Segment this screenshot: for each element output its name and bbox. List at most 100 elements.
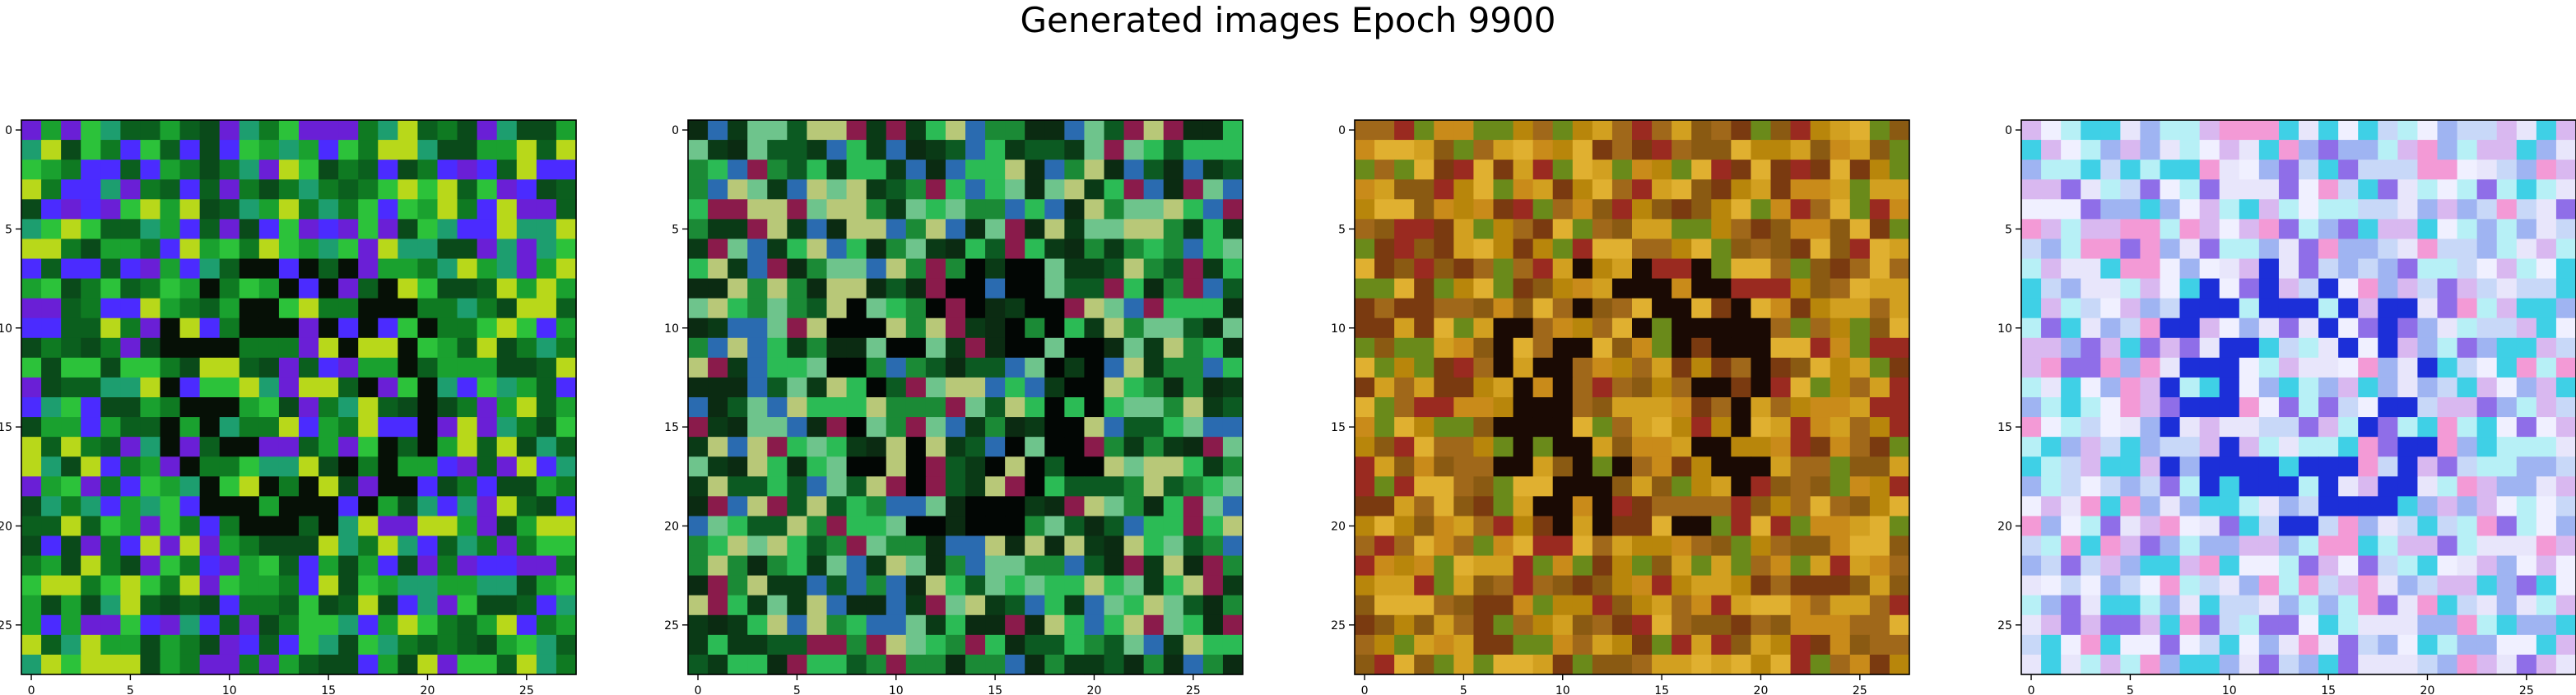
pixel-cell — [1005, 357, 1025, 378]
pixel-cell — [1493, 456, 1514, 477]
pixel-cell — [1143, 298, 1165, 319]
pixel-cell — [1731, 219, 1752, 240]
pixel-cell — [1810, 258, 1831, 280]
pixel-cell — [556, 377, 577, 398]
pixel-cell — [2258, 614, 2280, 636]
pixel-cell — [1222, 219, 1244, 240]
pixel-cell — [2417, 437, 2439, 457]
pixel-cell — [1163, 595, 1184, 616]
pixel-cell — [2496, 317, 2518, 339]
pixel-cell — [1123, 654, 1145, 675]
pixel-cell — [1849, 555, 1871, 577]
pixel-cell — [516, 535, 537, 557]
pixel-cell — [985, 337, 1006, 359]
pixel-cell — [556, 140, 577, 160]
pixel-cell — [1355, 160, 1375, 180]
pixel-cell — [1711, 278, 1732, 299]
pixel-cell — [239, 199, 260, 220]
pixel-cell — [2199, 278, 2220, 299]
pixel-cell — [1123, 219, 1145, 240]
pixel-cell — [2437, 437, 2458, 457]
pixel-cell — [81, 614, 101, 636]
pixel-cell — [1790, 614, 1811, 636]
pixel-cell — [21, 614, 42, 636]
pixel-cell — [1552, 140, 1574, 160]
pixel-cell — [358, 476, 379, 497]
pixel-cell — [2318, 417, 2339, 438]
pixel-cell — [2338, 239, 2359, 260]
pixel-cell — [2179, 199, 2201, 220]
pixel-cell — [2476, 377, 2498, 398]
pixel-cell — [140, 258, 161, 280]
pixel-cell — [807, 555, 828, 577]
pixel-cell — [299, 456, 319, 477]
pixel-cell — [1084, 397, 1105, 418]
pixel-cell — [728, 595, 748, 616]
pixel-cell — [1849, 397, 1871, 418]
pixel-cell — [1592, 278, 1613, 299]
pixel-cell — [179, 417, 201, 438]
pixel-cell — [1202, 278, 1224, 299]
pixel-cell — [2555, 179, 2576, 200]
pixel-cell — [1572, 160, 1593, 180]
pixel-cell — [905, 654, 927, 675]
pixel-cell — [1572, 496, 1593, 517]
pixel-cell — [2299, 614, 2319, 636]
pixel-cell — [2476, 239, 2498, 260]
pixel-cell — [199, 654, 221, 675]
pixel-cell — [496, 496, 518, 517]
pixel-cell — [2239, 397, 2260, 418]
pixel-cell — [2457, 555, 2478, 577]
pixel-cell — [905, 476, 927, 497]
pixel-cell — [258, 614, 280, 636]
pixel-cell — [2516, 120, 2537, 141]
pixel-cell — [41, 120, 62, 141]
pixel-cell — [2496, 634, 2518, 656]
pixel-cell — [1849, 160, 1871, 180]
pixel-cell — [1731, 496, 1752, 517]
pixel-cell — [2061, 278, 2081, 299]
pixel-cell — [299, 219, 319, 240]
pixel-cell — [457, 456, 478, 477]
pixel-cell — [826, 140, 848, 160]
pixel-cell — [1355, 377, 1375, 398]
pixel-cell — [1493, 140, 1514, 160]
pixel-cell — [239, 278, 260, 299]
pixel-cell — [1434, 417, 1454, 438]
pixel-cell — [2140, 298, 2161, 319]
pixel-cell — [1123, 179, 1145, 200]
pixel-cell — [417, 417, 439, 438]
pixel-cell — [199, 496, 221, 517]
pixel-cell — [2199, 654, 2220, 675]
pixel-cell — [2179, 298, 2201, 319]
pixel-cell — [1123, 437, 1145, 457]
pixel-cell — [688, 140, 709, 160]
pixel-cell — [2140, 160, 2161, 180]
pixel-cell — [767, 456, 788, 477]
pixel-cell — [2378, 417, 2398, 438]
pixel-cell — [1434, 160, 1454, 180]
pixel-cell — [2199, 397, 2220, 418]
pixel-cell — [1532, 555, 1554, 577]
pixel-cell — [398, 160, 419, 180]
pixel-cell — [728, 377, 748, 398]
pixel-cell — [556, 120, 577, 141]
pixel-cell — [1810, 555, 1831, 577]
pixel-cell — [2199, 456, 2220, 477]
pixel-cell — [2397, 654, 2419, 675]
pixel-cell — [2278, 516, 2299, 537]
pixel-cell — [2476, 595, 2498, 616]
pixel-cell — [477, 654, 498, 675]
pixel-cell — [1790, 160, 1811, 180]
pixel-cell — [378, 555, 398, 577]
pixel-cell — [846, 654, 867, 675]
pixel-cell — [398, 614, 419, 636]
pixel-cell — [1532, 516, 1554, 537]
pixel-cell — [2100, 199, 2121, 220]
pixel-cell — [496, 179, 518, 200]
pixel-cell — [2199, 555, 2220, 577]
pixel-cell — [1163, 278, 1184, 299]
pixel-cell — [2081, 476, 2101, 497]
pixel-cell — [1434, 239, 1454, 260]
